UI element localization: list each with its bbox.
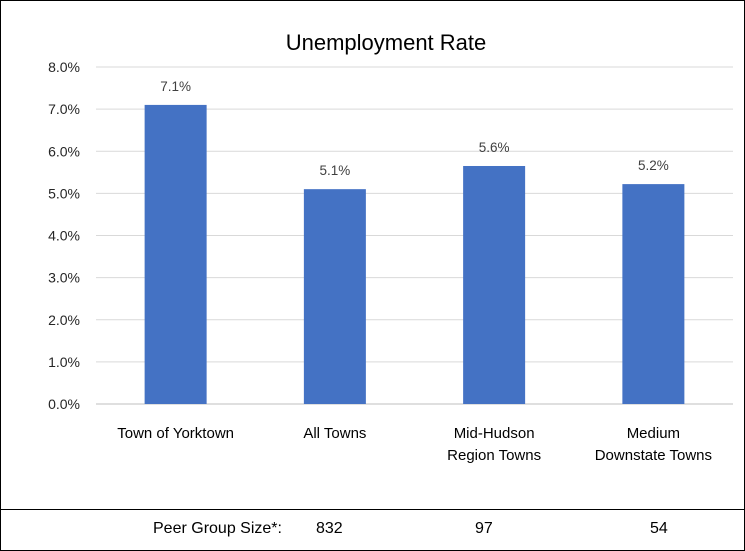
x-category-label: Downstate Towns [595, 447, 712, 464]
x-category-label: Mid-Hudson [454, 425, 535, 442]
peer-group-value-medium-downstate: 54 [650, 520, 668, 537]
y-tick-label: 8.0% [48, 59, 80, 75]
y-tick-label: 5.0% [48, 185, 80, 201]
footer-divider [1, 509, 744, 510]
bar [463, 165, 526, 404]
bar [144, 104, 207, 404]
bar [622, 184, 685, 404]
x-category-label: Town of Yorktown [117, 425, 234, 442]
data-label: 5.6% [479, 140, 510, 155]
y-tick-label: 2.0% [48, 312, 80, 328]
x-category-label: Region Towns [447, 447, 541, 464]
bars [144, 104, 685, 404]
bar [303, 189, 366, 404]
data-label: 5.1% [319, 163, 350, 178]
data-labels: 7.1% 5.1% 5.6% 5.2% [160, 79, 669, 178]
data-label: 5.2% [638, 158, 669, 173]
x-axis-categories: Town of Yorktown All Towns Mid-Hudson Regio… [117, 425, 712, 464]
y-tick-label: 7.0% [48, 101, 80, 117]
y-tick-label: 0.0% [48, 396, 80, 412]
data-label: 7.1% [160, 79, 191, 94]
peer-group-value-all-towns: 832 [316, 520, 343, 537]
peer-group-label: Peer Group Size*: [153, 520, 282, 537]
y-axis-ticks: 0.0% 1.0% 2.0% 3.0% 4.0% 5.0% 6.0% 7.0% 8.0% [48, 59, 80, 412]
chart-title: Unemployment Rate [286, 30, 487, 55]
peer-group-value-mid-hudson: 97 [475, 520, 493, 537]
y-tick-label: 1.0% [48, 354, 80, 370]
y-tick-label: 3.0% [48, 270, 80, 286]
x-category-label: Medium [627, 425, 680, 442]
x-category-label: All Towns [303, 425, 366, 442]
y-tick-label: 4.0% [48, 228, 80, 244]
y-tick-label: 6.0% [48, 143, 80, 159]
